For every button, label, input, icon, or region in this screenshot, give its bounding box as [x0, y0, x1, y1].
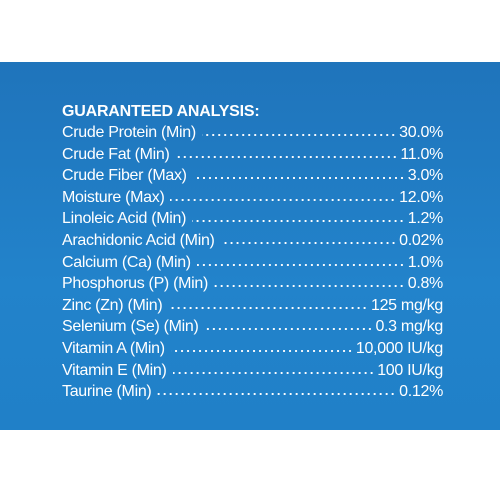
nutrient-label: Vitamin A (Min) — [62, 339, 165, 357]
analysis-row: Selenium (Se) (Min) 0.3 mg/kg — [62, 316, 443, 338]
nutrient-label: Moisture (Max) — [62, 188, 165, 206]
dot-leader — [220, 240, 397, 245]
panel-title: GUARANTEED ANALYSIS: — [62, 103, 260, 120]
nutrient-value: 100 IU/kg — [377, 361, 443, 379]
analysis-row: Vitamin E (Min) 100 IU/kg — [62, 360, 443, 382]
analysis-row: Vitamin A (Min) 10,000 IU/kg — [62, 338, 443, 360]
nutrient-label: Linoleic Acid (Min) — [62, 210, 187, 228]
rows: Crude Protein (Min) 30.0% Crude Fat (Min) 1… — [62, 122, 443, 403]
nutrient-label: Crude Fiber (Max) — [62, 167, 187, 185]
nutrient-label: Taurine (Min) — [62, 383, 152, 401]
dot-leader — [170, 348, 353, 353]
blue-band — [0, 62, 500, 430]
dot-leader — [175, 154, 398, 159]
dot-leader — [214, 284, 405, 289]
nutrient-value: 0.3 mg/kg — [375, 318, 443, 336]
nutrient-label: Zinc (Zn) (Min) — [62, 296, 163, 314]
dot-leader — [170, 197, 397, 202]
nutrient-value: 1.2% — [407, 210, 444, 228]
analysis-row: Arachidonic Acid (Min) 0.02% — [62, 230, 443, 252]
dot-leader — [201, 133, 397, 137]
nutrient-value: 3.0% — [407, 167, 444, 185]
dot-leader — [168, 305, 368, 310]
analysis-row: Crude Protein (Min) 30.0% — [62, 122, 443, 144]
dot-leader — [196, 262, 405, 267]
nutrient-label: Selenium (Se) (Min) — [62, 318, 199, 336]
analysis-row: Moisture (Max) 12.0% — [62, 187, 443, 209]
analysis-row: Phosphorus (P) (Min) 0.8% — [62, 273, 443, 295]
nutrient-value: 1.0% — [407, 253, 444, 271]
analysis-row: Crude Fat (Min) 11.0% — [62, 144, 443, 166]
nutrient-label: Crude Fat (Min) — [62, 145, 170, 163]
analysis-row: Taurine (Min) 0.12% — [62, 381, 443, 403]
analysis-row: Crude Fiber (Max) 3.0% — [62, 165, 443, 187]
nutrient-label: Phosphorus (P) (Min) — [62, 275, 209, 293]
dot-leader — [172, 370, 375, 375]
dot-leader — [157, 392, 397, 397]
analysis-row: Linoleic Acid (Min) 1.2% — [62, 208, 443, 230]
nutrient-label: Crude Protein (Min) — [62, 124, 196, 141]
nutrient-value: 0.8% — [407, 275, 444, 293]
nutrient-label: Calcium (Ca) (Min) — [62, 253, 191, 271]
nutrient-value: 30.0% — [399, 124, 443, 141]
nutrient-value: 0.12% — [399, 383, 443, 401]
nutrient-value: 0.02% — [399, 231, 443, 249]
nutrient-value: 10,000 IU/kg — [355, 339, 443, 357]
analysis-row: Calcium (Ca) (Min) 1.0% — [62, 252, 443, 274]
dot-leader — [192, 219, 405, 224]
dot-leader — [192, 176, 405, 181]
nutrient-value: 11.0% — [400, 145, 443, 163]
dot-leader — [204, 327, 373, 332]
nutrient-label: Vitamin E (Min) — [62, 361, 167, 379]
analysis-row: Zinc (Zn) (Min) 125 mg/kg — [62, 295, 443, 317]
analysis-panel: GUARANTEED ANALYSIS: Crude Protein (Min)… — [62, 101, 443, 403]
nutrient-value: 12.0% — [399, 188, 443, 206]
nutrient-label: Arachidonic Acid (Min) — [62, 231, 215, 249]
nutrient-value: 125 mg/kg — [370, 296, 443, 314]
